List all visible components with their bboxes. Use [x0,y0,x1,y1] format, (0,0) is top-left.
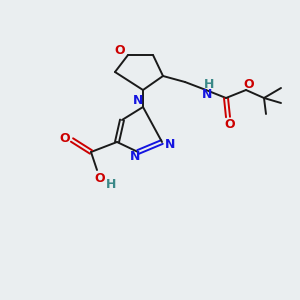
Text: O: O [244,79,254,92]
Text: O: O [95,172,105,184]
Text: N: N [130,151,140,164]
Text: N: N [133,94,143,107]
Text: H: H [106,178,116,190]
Text: N: N [202,88,212,101]
Text: H: H [204,79,214,92]
Text: O: O [115,44,125,56]
Text: O: O [225,118,235,130]
Text: N: N [165,139,175,152]
Text: O: O [60,133,70,146]
